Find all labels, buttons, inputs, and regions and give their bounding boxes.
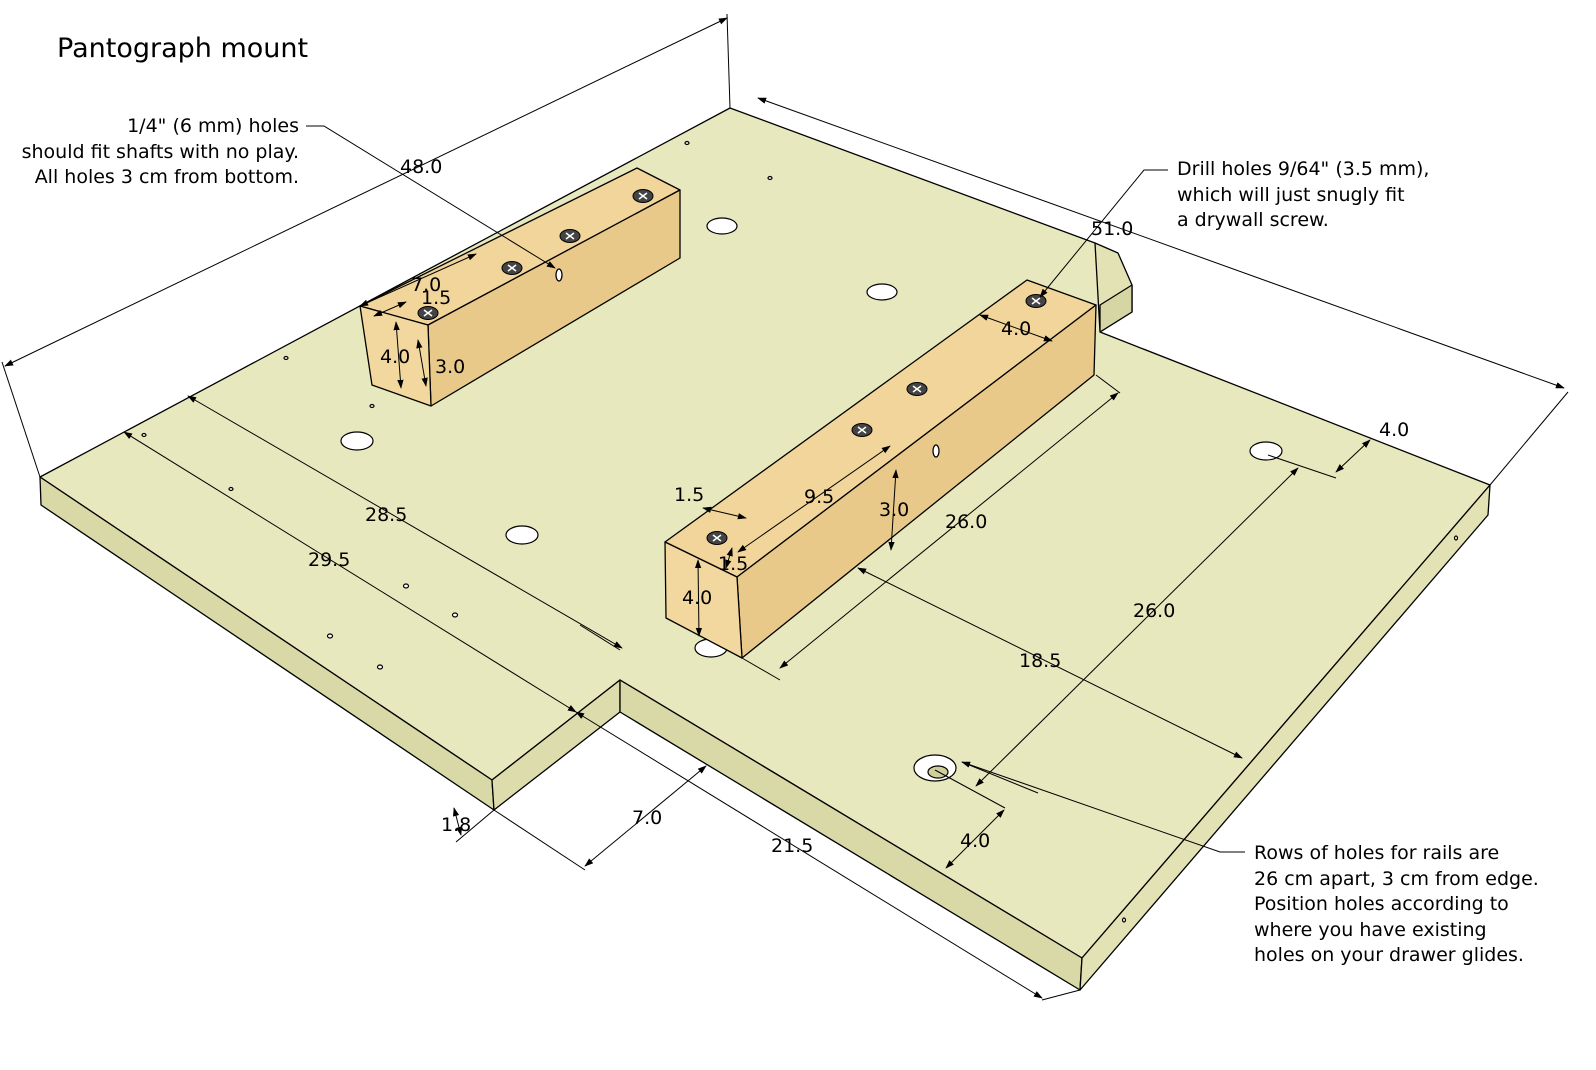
note-rail-holes: Rows of holes for rails are 26 cm apart,…: [1254, 841, 1539, 969]
note-line: 1/4" (6 mm) holes: [127, 115, 299, 137]
note-line: which will just snugly fit: [1177, 183, 1405, 206]
drawing-title: Pantograph mount: [57, 33, 309, 64]
dim-4-right-block: 4.0: [682, 587, 712, 609]
dim-21-5: 21.5: [771, 835, 813, 857]
dim-18-5: 18.5: [1019, 650, 1061, 672]
dim-51: 51.0: [1091, 218, 1133, 240]
note-line: a drywall screw.: [1177, 209, 1329, 231]
note-line: where you have existing: [1254, 918, 1487, 941]
note-line: should fit shafts with no play.: [21, 140, 299, 163]
note-line: holes on your drawer glides.: [1254, 944, 1524, 966]
dim-7-top: 7.0: [411, 274, 441, 296]
note-line: Drill holes 9/64" (3.5 mm),: [1177, 158, 1430, 180]
note-shaft-holes: 1/4" (6 mm) holes should fit shafts with…: [10, 114, 299, 191]
dim-28-5: 28.5: [365, 504, 407, 526]
dimension-labels: 48.0 51.0 7.0 1.5 4.0 3.0 4.0 4.0 28.5 2…: [308, 156, 1409, 857]
dim-26-block: 26.0: [945, 511, 987, 533]
dim-1-8: 1.8: [441, 814, 471, 836]
note-line: 26 cm apart, 3 cm from edge.: [1254, 867, 1539, 890]
note-line: Rows of holes for rails are: [1254, 842, 1500, 864]
dim-48: 48.0: [400, 156, 442, 178]
dim-1-5-right-b: 1.5: [718, 553, 748, 575]
dim-3-right-block: 3.0: [879, 499, 909, 521]
dim-9-5: 9.5: [804, 486, 834, 508]
dim-4-bottom: 4.0: [960, 830, 990, 852]
note-line: All holes 3 cm from bottom.: [34, 166, 299, 188]
dim-1-5-right-a: 1.5: [674, 484, 704, 506]
dim-4-left-block: 4.0: [380, 346, 410, 368]
note-drill-holes: Drill holes 9/64" (3.5 mm), which will j…: [1177, 157, 1429, 234]
dim-26-holes: 26.0: [1133, 600, 1175, 622]
dim-7-notch: 7.0: [632, 807, 662, 829]
dimension-lines: [1, 13, 1569, 1001]
dim-4-right-top: 4.0: [1001, 318, 1031, 340]
dim-4-far-right: 4.0: [1379, 419, 1409, 441]
dim-29-5: 29.5: [308, 549, 350, 571]
dim-3-left-block: 3.0: [435, 356, 465, 378]
dim-1-5-top: 1.5: [421, 287, 451, 309]
note-line: Position holes according to: [1254, 893, 1509, 915]
